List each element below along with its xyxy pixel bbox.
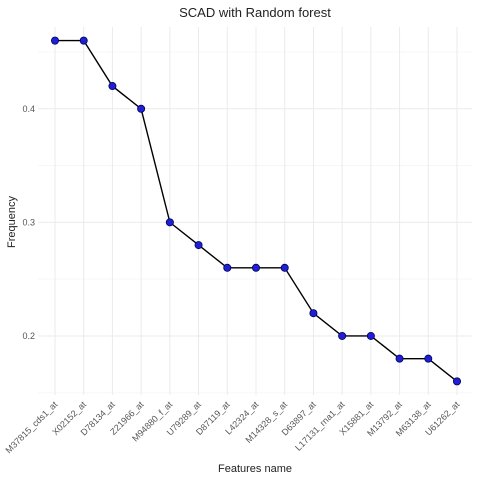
data-point <box>280 263 289 272</box>
data-point <box>338 331 347 340</box>
data-points <box>51 36 461 386</box>
data-point <box>137 104 146 113</box>
data-point <box>309 309 318 318</box>
data-point <box>108 82 117 91</box>
y-tick-label: 0.2 <box>22 331 35 341</box>
data-point <box>424 354 433 363</box>
x-axis-title: Features name <box>218 463 292 475</box>
data-point <box>452 377 461 386</box>
data-point <box>165 218 174 227</box>
y-tick-label: 0.4 <box>22 104 35 114</box>
data-point <box>194 241 203 250</box>
y-axis-title: Frequency <box>6 196 18 248</box>
x-tick-label: M37815_cds1_at <box>4 399 60 455</box>
data-point <box>223 263 232 272</box>
x-tick-labels: M37815_cds1_atX02152_atD78134_atZ21966_a… <box>4 399 462 455</box>
grid <box>38 27 472 395</box>
data-point <box>79 36 88 45</box>
data-point <box>51 36 60 45</box>
data-point <box>395 354 404 363</box>
chart-title: SCAD with Random forest <box>179 5 331 20</box>
data-point <box>366 331 375 340</box>
data-point <box>251 263 260 272</box>
y-tick-label: 0.3 <box>22 217 35 227</box>
y-tick-labels: 0.2 0.3 0.4 <box>22 104 35 341</box>
x-tick-label: L17131_rna1_at <box>293 399 347 453</box>
